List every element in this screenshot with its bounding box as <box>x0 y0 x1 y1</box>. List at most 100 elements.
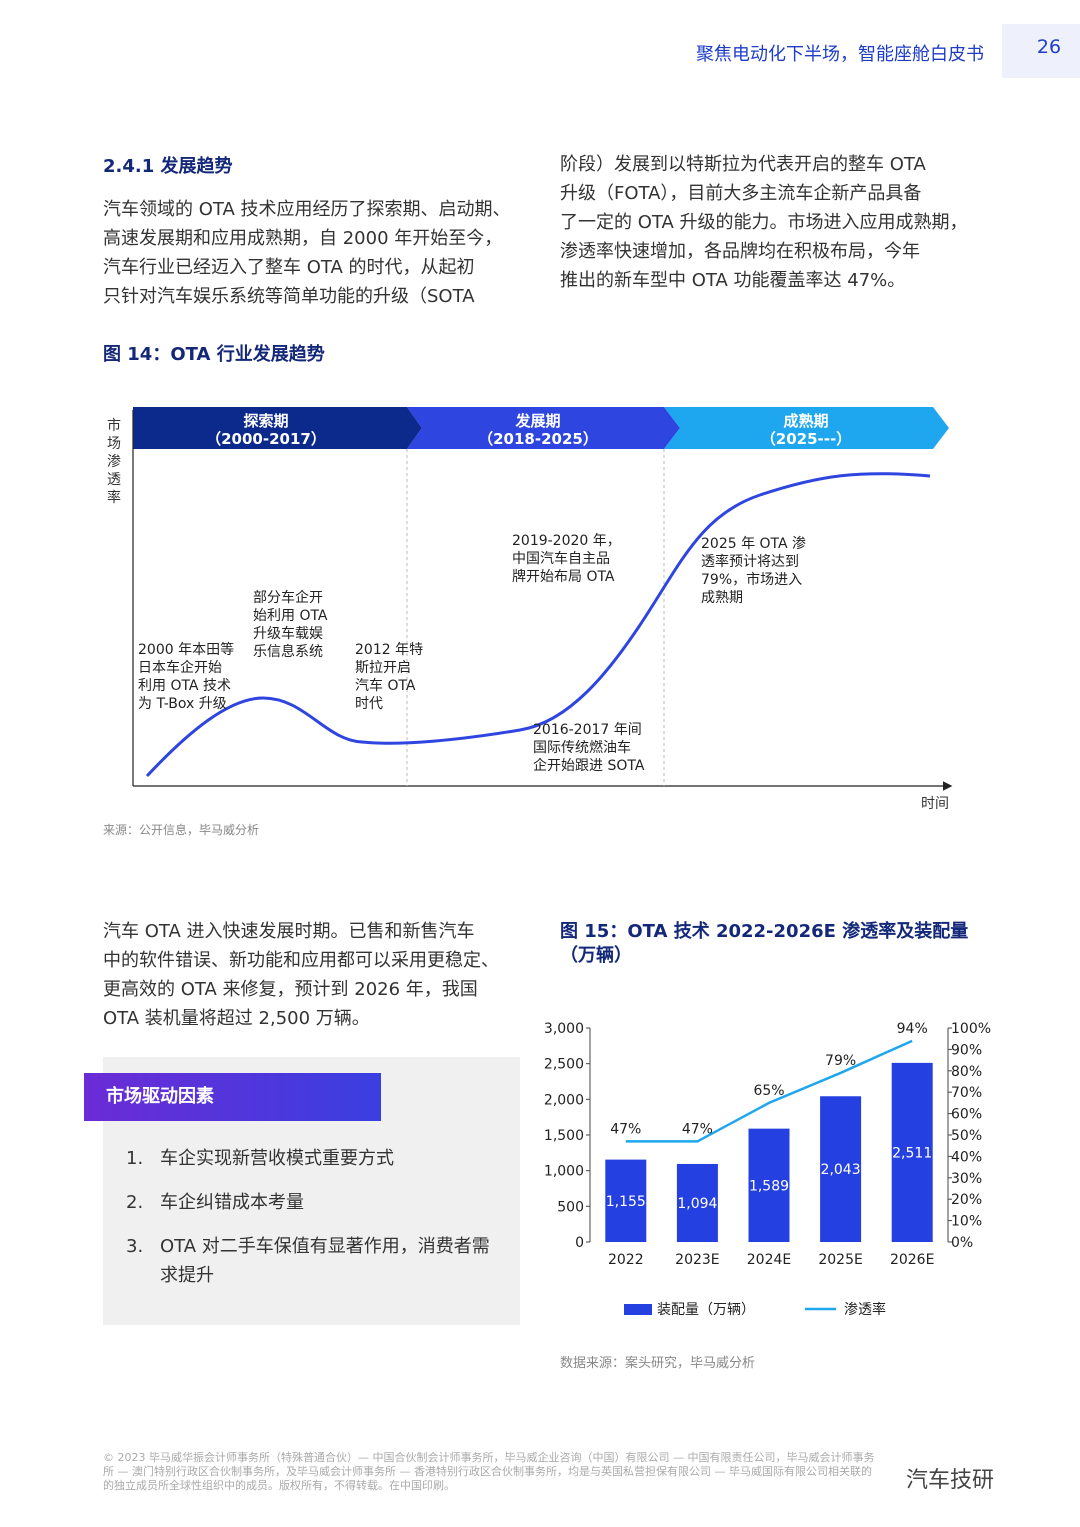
bar <box>891 1062 933 1242</box>
y-label-char: 场 <box>107 436 121 452</box>
annotation-tesla-2012: 2012 年特 斯拉开启 汽车 OTA 时代 <box>355 642 428 712</box>
phase-2-name: 发展期 <box>514 412 560 430</box>
fig15-title-line: 图 15：OTA 技术 2022-2026E 渗透率及装配量 <box>560 921 969 942</box>
phase-1-name: 探索期 <box>243 412 288 430</box>
line-value-label: 65% <box>753 1083 784 1099</box>
bar-value-label: 2,511 <box>892 1145 932 1161</box>
para-right: 阶段）发展到以特斯拉为代表开启的整车 OTA 升级（FOTA），目前大多主流车企… <box>560 150 1000 295</box>
driver-number: 3. <box>126 1236 144 1257</box>
right-tick-label: 100% <box>951 1021 991 1037</box>
annotation-2016: 2016-2017 年间 国际传统燃油车 企开始跟进 SOTA <box>533 722 646 774</box>
driver-item: 1. 车企实现新营收模式重要方式 <box>126 1144 506 1173</box>
annotation-infotainment: 部分车企开 始利用 OTA 升级车载娱 乐信息系统 <box>253 589 332 660</box>
bar <box>748 1128 790 1242</box>
driver-number: 1. <box>126 1148 144 1169</box>
right-tick-label: 90% <box>951 1042 982 1058</box>
legend-label-line: 渗透率 <box>844 1301 886 1318</box>
para-line: OTA 装机量将超过 2,500 万辆。 <box>103 1008 370 1029</box>
para-left-line: 高速发展期和应用成熟期，自 2000 年开始至今， <box>103 228 503 249</box>
left-tick-label: 1,500 <box>544 1128 584 1144</box>
para-left-line: 汽车领域的 OTA 技术应用经历了探索期、启动期、 <box>103 199 511 220</box>
para-right-line: 升级（FOTA），目前大多主流车企新产品具备 <box>560 183 922 204</box>
right-tick-label: 70% <box>951 1085 982 1101</box>
fig14-source: 来源：公开信息，毕马威分析 <box>103 823 260 837</box>
fig15-title-line: （万辆） <box>560 945 632 966</box>
header-title: 聚焦电动化下半场，智能座舱白皮书 <box>696 44 984 65</box>
para-right-line: 渗透率快速增加，各品牌均在积极布局，今年 <box>560 241 920 262</box>
fig15-title: 图 15：OTA 技术 2022-2026E 渗透率及装配量 （万辆） <box>560 920 1000 968</box>
footer-line: 所 — 澳门特别行政区合伙制事务所，及毕马威会计师事务所 — 香港特别行政区合伙… <box>103 1465 872 1478</box>
fig14-title: 图 14：OTA 行业发展趋势 <box>103 344 325 365</box>
x-tick-label: 2022 <box>608 1252 644 1268</box>
fig15-chart: 0 500 1,000 1,500 2,000 2,500 3,000 0% 10% 20% 30%… <box>544 1021 991 1318</box>
driver-text: OTA 对二手车保值有显著作用，消费者需求提升 <box>160 1236 490 1286</box>
page-number-box <box>1002 24 1080 78</box>
line-value-label: 47% <box>682 1121 713 1137</box>
bar-value-label: 1,589 <box>749 1178 789 1194</box>
left-tick-label: 3,000 <box>544 1021 584 1037</box>
fig15-source: 数据来源：案头研究，毕马威分析 <box>560 1356 756 1371</box>
bar <box>676 1163 718 1242</box>
para-ota-growth: 汽车 OTA 进入快速发展时期。已售和新售汽车 中的软件错误、新功能和应用都可以… <box>103 917 543 1033</box>
para-line: 中的软件错误、新功能和应用都可以采用更稳定、 <box>103 950 499 971</box>
right-tick-label: 50% <box>951 1128 982 1144</box>
driver-item: 2. 车企纠错成本考量 <box>126 1188 506 1217</box>
phase-1-years: （2000-2017） <box>206 430 326 448</box>
x-tick-label: 2024E <box>747 1252 791 1268</box>
x-tick-label: 2023E <box>675 1252 719 1268</box>
right-tick-label: 20% <box>951 1192 982 1208</box>
bar <box>820 1096 862 1242</box>
right-tick-label: 80% <box>951 1064 982 1080</box>
legend-swatch-bar <box>624 1304 652 1315</box>
para-left-line: 汽车行业已经迈入了整车 OTA 的时代，从起初 <box>103 257 475 278</box>
left-tick-label: 500 <box>557 1199 584 1215</box>
para-right-line: 阶段）发展到以特斯拉为代表开启的整车 OTA <box>560 154 926 175</box>
phase-banner-3 <box>664 407 949 449</box>
page-number: 26 <box>1036 36 1062 58</box>
footer-line: © 2023 毕马威华振会计师事务所（特殊普通合伙）— 中国合伙制会计师事务所，… <box>103 1451 875 1464</box>
driver-number: 2. <box>126 1192 144 1213</box>
footer-copyright: © 2023 毕马威华振会计师事务所（特殊普通合伙）— 中国合伙制会计师事务所，… <box>103 1451 983 1493</box>
para-right-line: 了一定的 OTA 升级的能力。市场进入应用成熟期， <box>560 212 968 233</box>
right-tick-label: 60% <box>951 1107 982 1123</box>
legend-label-bar: 装配量（万辆） <box>657 1302 755 1318</box>
phase-banner-2 <box>407 407 680 449</box>
right-tick-label: 10% <box>951 1214 982 1230</box>
left-tick-label: 0 <box>575 1235 584 1251</box>
annotation-2025: 2025 年 OTA 渗 透率预计将达到 79%，市场进入 成熟期 <box>701 536 811 606</box>
left-tick-label: 2,000 <box>544 1092 584 1108</box>
phase-3-name: 成熟期 <box>783 412 828 430</box>
left-tick-label: 1,000 <box>544 1164 584 1180</box>
para-left-line: 只针对汽车娱乐系统等简单功能的升级（SOTA <box>103 286 475 307</box>
trend-curve <box>145 472 931 778</box>
x-axis-label: 时间 <box>921 796 949 812</box>
y-label-char: 率 <box>107 489 121 506</box>
right-tick-label: 0% <box>951 1235 973 1251</box>
x-tick-label: 2026E <box>890 1252 934 1268</box>
bar <box>605 1159 647 1242</box>
phase-banner-1 <box>133 407 422 449</box>
phase-3-years: （2025---） <box>761 430 851 448</box>
line-value-label: 94% <box>897 1021 928 1037</box>
right-tick-label: 40% <box>951 1149 982 1165</box>
para-line: 汽车 OTA 进入快速发展时期。已售和新售汽车 <box>103 921 475 942</box>
annotation-2000: 2000 年本田等 日本车企开始 利用 OTA 技术 为 T-Box 升级 <box>138 641 239 712</box>
drivers-label: 市场驱动因素 <box>84 1073 381 1121</box>
y-label-char: 渗 <box>107 454 121 470</box>
line-value-label: 79% <box>825 1053 856 1069</box>
driver-text: 车企实现新营收模式重要方式 <box>160 1148 394 1169</box>
bar-value-label: 2,043 <box>821 1162 861 1178</box>
para-right-line: 推出的新车型中 OTA 功能覆盖率达 47%。 <box>560 270 906 291</box>
x-tick-label: 2025E <box>818 1252 862 1268</box>
driver-text: 车企纠错成本考量 <box>160 1192 304 1213</box>
line-value-label: 47% <box>610 1121 641 1137</box>
para-left: 汽车领域的 OTA 技术应用经历了探索期、启动期、 高速发展期和应用成熟期，自 … <box>103 195 543 311</box>
fig14-diagram: 探索期 （2000-2017） 发展期 （2018-2025） 成熟期 （202… <box>107 407 953 812</box>
annotation-2019: 2019-2020 年， 中国汽车自主品 牌开始布局 OTA <box>512 533 625 585</box>
bar-value-label: 1,155 <box>606 1194 646 1210</box>
para-line: 更高效的 OTA 来修复，预计到 2026 年，我国 <box>103 979 478 1000</box>
y-label-char: 市 <box>107 417 121 434</box>
section-heading: 2.4.1 发展趋势 <box>103 156 233 177</box>
watermark: 汽车技研 <box>906 1468 995 1493</box>
y-label-char: 透 <box>107 472 121 488</box>
